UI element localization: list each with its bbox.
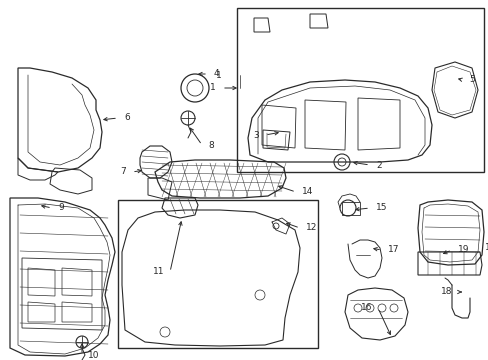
Text: 4: 4 — [214, 69, 219, 78]
Bar — [237, 8, 483, 172]
Text: 10: 10 — [88, 351, 99, 360]
Bar — [118, 200, 317, 348]
Text: 19: 19 — [457, 246, 468, 255]
Text: 5: 5 — [468, 76, 474, 85]
Text: 13: 13 — [484, 243, 488, 252]
Text: 1: 1 — [216, 72, 222, 81]
Text: 12: 12 — [305, 224, 317, 233]
Text: 7: 7 — [120, 167, 126, 176]
Text: 18: 18 — [440, 288, 451, 297]
Text: 3: 3 — [253, 130, 259, 139]
Text: 16: 16 — [360, 303, 371, 312]
Text: 1: 1 — [210, 84, 216, 93]
Text: 11: 11 — [152, 267, 163, 276]
Text: 14: 14 — [302, 188, 313, 197]
Text: 6: 6 — [124, 113, 129, 122]
Text: 9: 9 — [58, 203, 63, 212]
Text: 8: 8 — [207, 140, 213, 149]
Text: 2: 2 — [375, 161, 381, 170]
Text: 15: 15 — [375, 203, 386, 212]
Text: 17: 17 — [387, 246, 399, 255]
